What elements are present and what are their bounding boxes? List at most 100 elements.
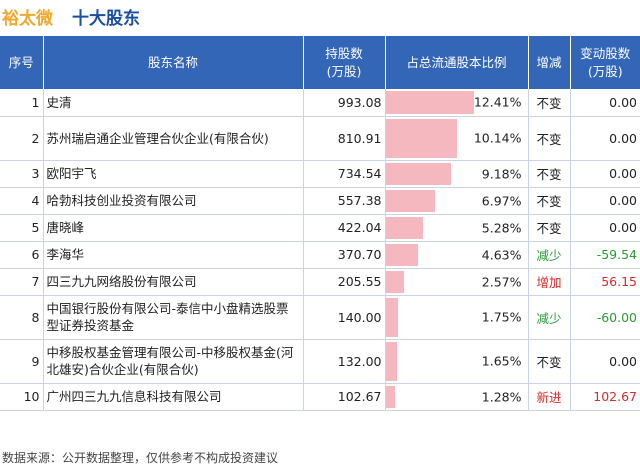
column-header-delta-line1: 变动股数 xyxy=(580,45,631,61)
column-header-delta-line2: (万股) xyxy=(587,63,623,79)
column-header-shares: 持股数 (万股) xyxy=(303,36,386,89)
table-body: 1 史清 993.08 12.41% 不变 0.00 2 苏州瑞启通企业管理合伙企业(有限合伙… xyxy=(0,89,640,411)
ratio-bar xyxy=(385,162,451,185)
row-ratio-percent: 10.14% xyxy=(473,130,522,146)
row-delta-shares: 0.00 xyxy=(570,160,640,188)
column-header-shares-line2: (万股) xyxy=(326,63,362,79)
column-header-ratio: 占总流通股本比例 xyxy=(385,36,529,89)
row-rank: 9 xyxy=(0,339,44,384)
row-ratio-percent: 4.63% xyxy=(481,247,522,262)
row-ratio-cell: 5.28% xyxy=(385,214,529,242)
row-shares: 422.04 xyxy=(303,214,386,242)
column-header-delta: 变动股数 (万股) xyxy=(570,36,640,89)
row-shares: 370.70 xyxy=(303,241,386,269)
row-delta-shares: 0.00 xyxy=(570,89,640,117)
row-delta-shares: 0.00 xyxy=(570,339,640,384)
table-row: 5 唐晓峰 422.04 5.28% 不变 0.00 xyxy=(0,214,640,242)
table-row: 2 苏州瑞启通企业管理合伙企业(有限合伙) 810.91 10.14% 不变 0.00 xyxy=(0,116,640,161)
data-source-footer: 数据来源：公开数据整理，仅供参考不构成投资建议 xyxy=(2,451,279,465)
stock-name-title: 裕太微 xyxy=(2,9,53,29)
row-rank: 1 xyxy=(0,89,44,117)
row-change-status: 增加 xyxy=(528,268,571,296)
table-row: 8 中国银行股份有限公司-泰信中小盘精选股票型证券投资基金 140.00 1.75% 减… xyxy=(0,295,640,340)
row-ratio-percent: 2.57% xyxy=(481,274,522,289)
row-delta-shares: 102.67 xyxy=(570,383,640,411)
row-holder-name: 哈勃科技创业投资有限公司 xyxy=(43,187,304,215)
row-holder-name: 四三九九网络股份有限公司 xyxy=(43,268,304,296)
row-holder-name: 广州四三九九信息科技有限公司 xyxy=(43,383,304,411)
row-shares: 132.00 xyxy=(303,339,386,384)
row-ratio-percent: 9.18% xyxy=(481,166,522,181)
row-ratio-cell: 1.75% xyxy=(385,295,529,340)
row-delta-shares: 0.00 xyxy=(570,116,640,161)
column-header-shares-line1: 持股数 xyxy=(325,45,363,61)
row-shares: 140.00 xyxy=(303,295,386,340)
table-row: 4 哈勃科技创业投资有限公司 557.38 6.97% 不变 0.00 xyxy=(0,187,640,215)
row-shares: 734.54 xyxy=(303,160,386,188)
row-shares: 102.67 xyxy=(303,383,386,411)
row-ratio-percent: 1.28% xyxy=(481,389,522,404)
shareholders-table: 序号 股东名称 持股数 (万股) 占总流通股本比例 增减 变动股数 (万股) 1… xyxy=(0,36,640,411)
row-change-status: 不变 xyxy=(528,160,571,188)
row-holder-name: 欧阳宇飞 xyxy=(43,160,304,188)
row-ratio-cell: 12.41% xyxy=(385,89,529,117)
row-holder-name: 史清 xyxy=(43,89,304,117)
table-row: 1 史清 993.08 12.41% 不变 0.00 xyxy=(0,89,640,117)
row-rank: 3 xyxy=(0,160,44,188)
row-change-status: 减少 xyxy=(528,295,571,340)
title-bar: 裕太微 十大股东 xyxy=(0,0,640,36)
table-row: 3 欧阳宇飞 734.54 9.18% 不变 0.00 xyxy=(0,160,640,188)
row-rank: 7 xyxy=(0,268,44,296)
column-header-change: 增减 xyxy=(528,36,571,89)
ratio-bar xyxy=(385,118,458,158)
row-rank: 6 xyxy=(0,241,44,269)
row-change-status: 减少 xyxy=(528,241,571,269)
row-ratio-cell: 2.57% xyxy=(385,268,529,296)
row-holder-name: 唐晓峰 xyxy=(43,214,304,242)
table-row: 7 四三九九网络股份有限公司 205.55 2.57% 增加 56.15 xyxy=(0,268,640,296)
row-change-status: 新进 xyxy=(528,383,571,411)
row-delta-shares: -59.54 xyxy=(570,241,640,269)
table-header-row: 序号 股东名称 持股数 (万股) 占总流通股本比例 增减 变动股数 (万股) xyxy=(0,36,640,89)
row-holder-name: 李海华 xyxy=(43,241,304,269)
row-shares: 810.91 xyxy=(303,116,386,161)
ratio-bar xyxy=(385,243,419,266)
row-rank: 10 xyxy=(0,383,44,411)
row-holder-name: 苏州瑞启通企业管理合伙企业(有限合伙) xyxy=(43,116,304,161)
ratio-bar xyxy=(385,297,398,337)
row-shares: 993.08 xyxy=(303,89,386,117)
row-holder-name: 中国银行股份有限公司-泰信中小盘精选股票型证券投资基金 xyxy=(43,295,304,340)
row-change-status: 不变 xyxy=(528,187,571,215)
row-rank: 5 xyxy=(0,214,44,242)
table-row: 9 中移股权基金管理有限公司-中移股权基金(河北雄安)合伙企业(有限合伙) 132.… xyxy=(0,339,640,384)
row-rank: 8 xyxy=(0,295,44,340)
ratio-bar xyxy=(385,216,423,239)
row-ratio-cell: 9.18% xyxy=(385,160,529,188)
row-rank: 4 xyxy=(0,187,44,215)
row-ratio-percent: 1.65% xyxy=(481,353,522,369)
row-ratio-percent: 1.75% xyxy=(481,309,522,325)
row-delta-shares: 56.15 xyxy=(570,268,640,296)
table-row: 10 广州四三九九信息科技有限公司 102.67 1.28% 新进 102.67 xyxy=(0,383,640,411)
table-row: 6 李海华 370.70 4.63% 减少 -59.54 xyxy=(0,241,640,269)
row-ratio-cell: 6.97% xyxy=(385,187,529,215)
row-change-status: 不变 xyxy=(528,89,571,117)
ratio-bar xyxy=(385,341,398,381)
row-change-status: 不变 xyxy=(528,116,571,161)
column-header-name: 股东名称 xyxy=(43,36,304,89)
row-ratio-cell: 4.63% xyxy=(385,241,529,269)
row-holder-name: 中移股权基金管理有限公司-中移股权基金(河北雄安)合伙企业(有限合伙) xyxy=(43,339,304,384)
row-shares: 205.55 xyxy=(303,268,386,296)
page-title: 十大股东 xyxy=(72,9,140,29)
row-shares: 557.38 xyxy=(303,187,386,215)
row-rank: 2 xyxy=(0,116,44,161)
ratio-bar xyxy=(385,189,435,212)
ratio-bar xyxy=(385,91,474,114)
row-delta-shares: 0.00 xyxy=(570,214,640,242)
row-delta-shares: -60.00 xyxy=(570,295,640,340)
row-ratio-percent: 5.28% xyxy=(481,220,522,235)
row-change-status: 不变 xyxy=(528,214,571,242)
ratio-bar xyxy=(385,385,395,408)
ratio-bar xyxy=(385,270,404,293)
row-ratio-percent: 12.41% xyxy=(473,94,522,110)
